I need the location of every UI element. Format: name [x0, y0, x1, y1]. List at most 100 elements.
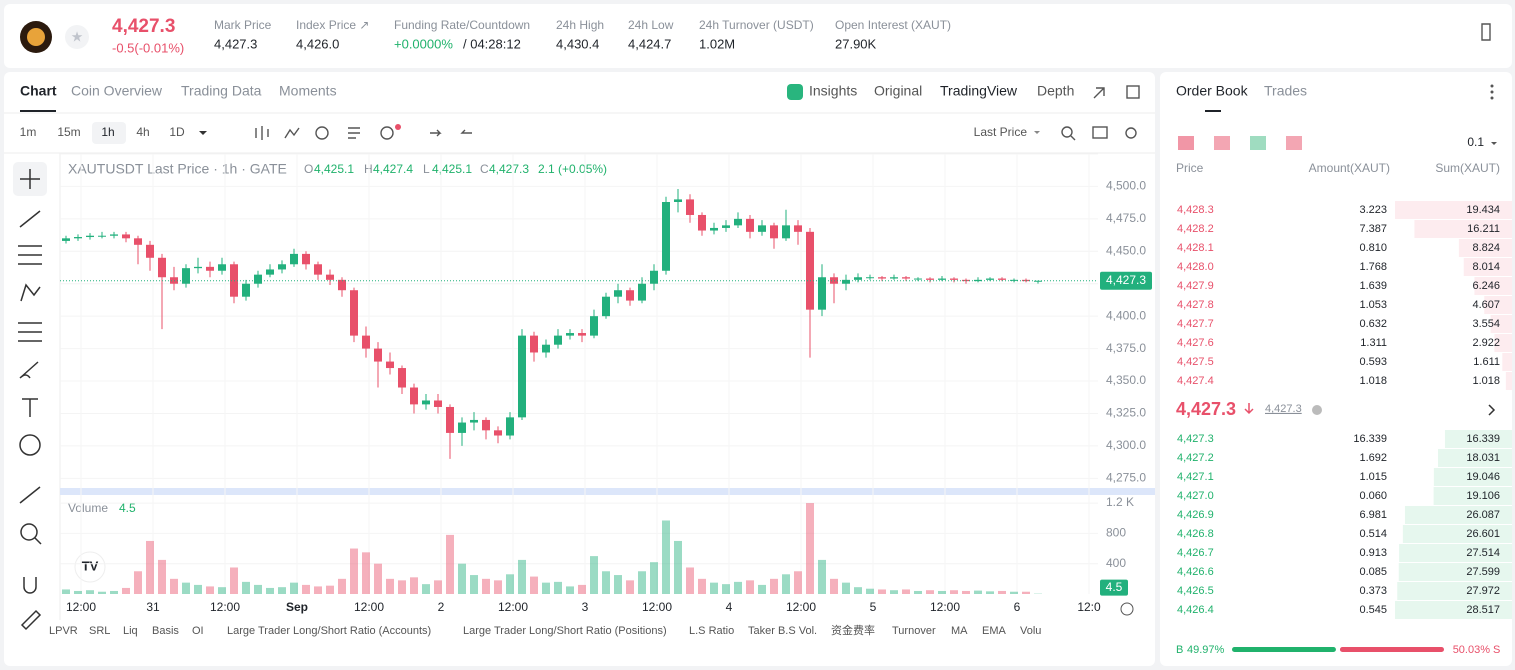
book-price[interactable]: 4,426.5: [1177, 585, 1214, 597]
book-price[interactable]: 4,427.5: [1177, 356, 1214, 368]
interval[interactable]: 1D: [169, 125, 185, 139]
indicator[interactable]: Large Trader Long/Short Ratio (Positions…: [463, 625, 667, 637]
down-arrow: [1244, 403, 1254, 415]
view-toggle[interactable]: [1178, 136, 1194, 150]
candle-body: [590, 316, 598, 336]
book-price[interactable]: 4,428.3: [1177, 204, 1214, 216]
book-tab[interactable]: Order Book: [1176, 83, 1249, 99]
indicator[interactable]: Liq: [123, 625, 138, 637]
volume-bar: [962, 590, 970, 594]
menu-dot[interactable]: [1490, 84, 1494, 88]
star-icon: ★: [71, 29, 84, 45]
y-tick-label: 4,450.0: [1106, 243, 1146, 257]
settings-icon[interactable]: [1120, 602, 1134, 616]
book-price[interactable]: 4,426.4: [1177, 604, 1214, 616]
volume-bar: [386, 578, 394, 594]
indicator[interactable]: Volu: [1020, 625, 1041, 637]
book-price[interactable]: 4,426.7: [1177, 547, 1214, 559]
book-price[interactable]: 4,427.3: [1177, 433, 1214, 445]
chevron[interactable]: [1488, 404, 1496, 416]
book-amount: 0.632: [1359, 318, 1387, 330]
book-price[interactable]: 4,426.8: [1177, 528, 1214, 540]
chart-tab[interactable]: Moments: [279, 83, 337, 99]
book-amount: 1.018: [1359, 375, 1387, 387]
ohlc-key: L: [423, 162, 430, 176]
view-toggle[interactable]: [1286, 136, 1302, 150]
chart-tab[interactable]: Trading Data: [181, 83, 262, 99]
depth-bar: [1438, 449, 1512, 467]
toolbar-icons[interactable]: [255, 23, 1491, 141]
book-price[interactable]: 4,428.1: [1177, 242, 1214, 254]
depth-bar: [1397, 582, 1512, 600]
depth-bar: [1404, 506, 1512, 524]
indicator[interactable]: Large Trader Long/Short Ratio (Accounts): [227, 625, 431, 637]
favorite-button[interactable]: [65, 25, 89, 49]
book-price[interactable]: 4,427.2: [1177, 452, 1214, 464]
view-toggle[interactable]: [1250, 136, 1266, 150]
volume-bar: [686, 567, 694, 594]
view-tab[interactable]: TradingView: [940, 83, 1018, 99]
indicator[interactable]: LPVR: [49, 625, 78, 637]
view-tab[interactable]: Insights: [809, 83, 857, 99]
indicator[interactable]: EMA: [982, 625, 1007, 637]
pane-splitter[interactable]: [60, 488, 1155, 495]
view-tab[interactable]: Depth: [1037, 83, 1074, 99]
volume-bar: [86, 590, 94, 594]
x-tick-label: 12:00: [66, 600, 96, 614]
y-tick-label: 4,300.0: [1106, 438, 1146, 452]
depth-bar: [1399, 544, 1512, 562]
book-price[interactable]: 4,428.0: [1177, 261, 1214, 273]
candle-body: [566, 333, 574, 336]
volume-bar: [494, 580, 502, 594]
precision[interactable]: 0.1: [1467, 135, 1484, 149]
candle-body: [818, 277, 826, 310]
book-price[interactable]: 4,428.2: [1177, 223, 1214, 235]
x-tick-label: 3: [582, 600, 589, 614]
candle-body: [242, 283, 250, 297]
interval[interactable]: 4h: [136, 125, 149, 139]
book-price[interactable]: 4,427.1: [1177, 471, 1214, 483]
indicator[interactable]: Basis: [152, 625, 179, 637]
volume-bar: [374, 563, 382, 594]
candle-body: [686, 199, 694, 215]
candle-body: [290, 253, 298, 265]
candle-body: [122, 234, 130, 239]
depth-bar: [1474, 277, 1512, 295]
book-price[interactable]: 4,426.9: [1177, 509, 1214, 521]
indicator[interactable]: MA: [951, 625, 968, 637]
stat-label: Mark Price: [214, 18, 272, 32]
menu-dot: [1490, 96, 1494, 100]
drawing-tools: [18, 169, 42, 631]
volume-bar: [194, 584, 202, 594]
volume-bar: [974, 590, 982, 594]
interval[interactable]: 15m: [57, 125, 80, 139]
chart-tab[interactable]: Coin Overview: [71, 83, 163, 99]
book-price[interactable]: 4,427.7: [1177, 318, 1214, 330]
candle-body: [578, 333, 586, 336]
chart-tab[interactable]: Chart: [20, 83, 57, 99]
ohlc-key: C: [480, 162, 489, 176]
indicator[interactable]: Taker B.S Vol.: [748, 625, 817, 637]
book-price[interactable]: 4,427.4: [1177, 375, 1214, 387]
indicator[interactable]: 资金费率: [831, 623, 875, 637]
dropdown-arrow: [1034, 131, 1040, 134]
interval[interactable]: 1m: [20, 125, 37, 139]
view-toggle[interactable]: [1214, 136, 1230, 150]
volume-bar: [134, 571, 142, 594]
book-price[interactable]: 4,426.6: [1177, 566, 1214, 578]
book-price[interactable]: 4,427.9: [1177, 280, 1214, 292]
last-volume-label: 4.5: [1106, 580, 1123, 594]
indicator[interactable]: SRL: [89, 625, 110, 637]
view-tab[interactable]: Original: [874, 83, 922, 99]
volume-bar: [782, 574, 790, 594]
buy-ratio: 49.97%: [1187, 644, 1225, 656]
indicator[interactable]: OI: [192, 625, 204, 637]
book-price[interactable]: 4,427.0: [1177, 490, 1214, 502]
interval[interactable]: 1h: [101, 125, 114, 139]
book-price[interactable]: 4,427.8: [1177, 299, 1214, 311]
book-tab[interactable]: Trades: [1264, 83, 1307, 99]
indicator[interactable]: L.S Ratio: [689, 625, 734, 637]
indicator[interactable]: Turnover: [892, 625, 936, 637]
price-type[interactable]: Last Price: [974, 125, 1028, 139]
book-price[interactable]: 4,427.6: [1177, 337, 1214, 349]
